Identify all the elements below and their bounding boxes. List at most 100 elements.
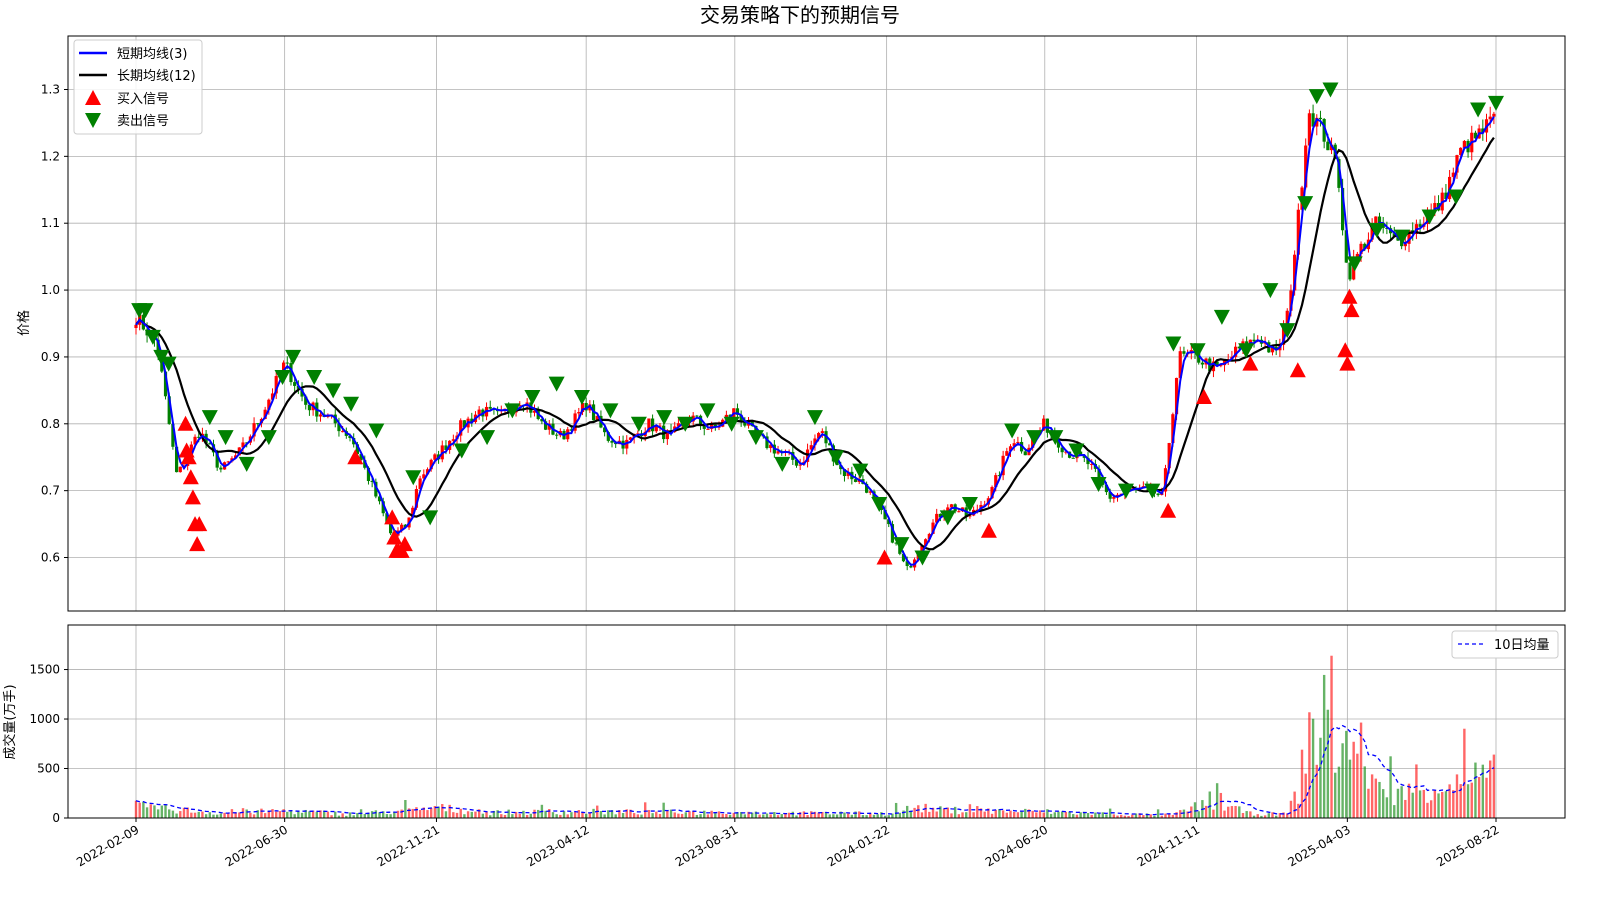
- sell-signal-marker: [160, 356, 177, 372]
- chart-title: 交易策略下的预期信号: [700, 3, 900, 27]
- volume-bar: [1171, 814, 1175, 818]
- volume-bar: [492, 810, 496, 818]
- candle-body: [1023, 451, 1027, 456]
- sell-signal-marker: [914, 550, 931, 566]
- volume-plot-frame: [67, 624, 1566, 819]
- volume-bar: [529, 813, 533, 818]
- candle-body: [1182, 351, 1186, 354]
- candle-body: [1086, 457, 1090, 465]
- volume-bar: [1448, 784, 1451, 818]
- volume-bar: [1330, 655, 1333, 818]
- sell-signal-marker: [137, 303, 154, 319]
- volume-bar: [293, 814, 296, 818]
- candle-body: [1293, 254, 1297, 291]
- volume-bar: [614, 814, 617, 818]
- volume-bar: [1422, 789, 1425, 818]
- candle-body: [1082, 455, 1086, 458]
- candle-body: [846, 471, 850, 477]
- volume-bar: [396, 810, 400, 818]
- candle-body: [890, 524, 895, 543]
- volume-bar: [215, 814, 219, 818]
- volume-bar: [843, 812, 846, 818]
- candle-body: [990, 487, 994, 499]
- volume-bar: [1131, 814, 1134, 818]
- candle-body: [935, 513, 939, 523]
- price-y-label: 价格: [16, 310, 32, 336]
- volume-bar: [976, 806, 979, 818]
- volume-bar: [466, 811, 470, 818]
- candle-body: [658, 425, 662, 427]
- buy-signal-marker: [180, 449, 197, 465]
- volume-bar: [1315, 764, 1318, 818]
- volume-bar: [1282, 812, 1285, 818]
- volume-bar: [655, 811, 658, 818]
- volume-bar: [972, 812, 975, 818]
- volume-bar: [322, 810, 326, 818]
- sell-signal-marker: [1165, 336, 1182, 352]
- volume-bar: [905, 805, 909, 818]
- volume-bar: [441, 804, 444, 818]
- volume-bar: [1337, 766, 1341, 818]
- volume-bar: [463, 814, 466, 818]
- volume-bar: [787, 812, 791, 818]
- volume-bar: [1334, 772, 1337, 818]
- volume-bar: [1274, 815, 1278, 818]
- candle-body: [1455, 155, 1459, 173]
- volume-bar: [806, 815, 809, 818]
- volume-bar: [1127, 815, 1130, 818]
- volume-bar: [514, 811, 518, 818]
- volume-bar: [850, 814, 854, 818]
- candle-body: [994, 475, 998, 488]
- volume-bar: [304, 809, 307, 818]
- volume-bar: [706, 814, 710, 818]
- candle-body: [625, 439, 629, 449]
- volume-bar: [769, 814, 772, 818]
- volume-bar: [913, 807, 916, 818]
- legend-short-ma-label: 短期均线(3): [117, 47, 187, 62]
- candle-body: [1016, 441, 1020, 444]
- volume-bar: [256, 810, 259, 818]
- volume-bar: [566, 814, 569, 818]
- candle-body: [518, 404, 522, 406]
- volume-bar: [1267, 813, 1271, 818]
- sell-signal-marker: [602, 403, 619, 419]
- volume-bar: [758, 814, 761, 818]
- volume-bar: [802, 811, 806, 818]
- volume-bar: [920, 812, 924, 818]
- price-panel: 0.6 0.7 0.8 0.9 1.0 1.1 1.2 1.3 价格 短期均线(3) 长期均线…: [16, 35, 1566, 612]
- candle-body: [901, 553, 906, 562]
- candle-body: [1001, 455, 1005, 476]
- sell-signal-marker: [1470, 102, 1487, 118]
- volume-bar: [1418, 790, 1422, 818]
- volume-bar: [581, 812, 584, 818]
- volume-bar: [710, 810, 713, 818]
- volume-bar: [1260, 815, 1263, 818]
- candle-body: [1285, 310, 1289, 327]
- candle-body: [1311, 113, 1315, 127]
- candle-body: [1385, 227, 1389, 229]
- volume-bar: [854, 811, 857, 818]
- volume-bar: [1319, 737, 1322, 818]
- candle-body: [1031, 438, 1035, 448]
- volume-bar: [1481, 764, 1485, 818]
- sell-signal-marker: [939, 510, 956, 526]
- candle-body: [459, 420, 463, 436]
- buy-signal-marker: [177, 415, 194, 431]
- volume-bar: [680, 813, 684, 818]
- candle-body: [215, 452, 219, 468]
- sell-signal-marker: [504, 403, 521, 419]
- candle-body: [1056, 438, 1061, 448]
- candle-body: [1296, 209, 1300, 255]
- volume-bar: [961, 812, 964, 818]
- volume-bar: [835, 814, 839, 818]
- buy-signal-marker: [189, 536, 206, 552]
- volume-bar: [1123, 815, 1127, 818]
- candle-body: [1304, 145, 1308, 188]
- volume-bar: [374, 810, 378, 818]
- candle-body: [1090, 463, 1094, 465]
- volume-bar: [1079, 812, 1082, 818]
- volume-bar: [1230, 806, 1234, 818]
- volume-bar: [282, 809, 285, 818]
